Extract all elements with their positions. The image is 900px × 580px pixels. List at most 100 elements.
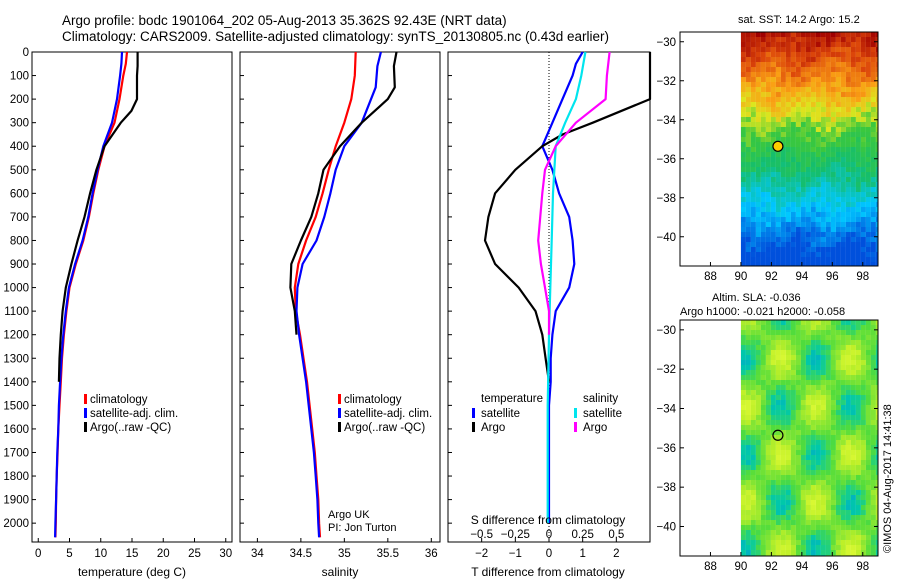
map-cell	[815, 360, 821, 365]
map-cell	[840, 440, 846, 445]
map-cell	[865, 172, 871, 177]
temperature-plot-frame	[31, 51, 233, 543]
map-cell	[805, 92, 811, 97]
map-cell	[785, 400, 791, 405]
map-cell	[780, 77, 786, 82]
map-cell	[855, 360, 861, 365]
map-cell	[785, 320, 791, 325]
map-cell	[760, 47, 766, 52]
map-cell	[815, 475, 821, 480]
lat-tick-label: −30	[656, 325, 676, 337]
map-cell	[775, 430, 781, 435]
map-cell	[780, 480, 786, 485]
map-cell	[835, 455, 841, 460]
map-cell	[820, 440, 826, 445]
map-cell	[765, 82, 771, 87]
map-cell	[870, 385, 876, 390]
map-cell	[870, 227, 876, 232]
map-cell	[810, 485, 816, 490]
map-cell	[820, 355, 826, 360]
map-cell	[745, 340, 751, 345]
map-cell	[775, 385, 781, 390]
map-cell	[875, 62, 878, 67]
map-cell	[870, 475, 876, 480]
x-tick-label: 35	[338, 548, 351, 560]
map-cell	[865, 177, 871, 182]
map-cell	[850, 167, 856, 172]
map-cell	[810, 192, 816, 197]
map-cell	[790, 37, 796, 42]
map-cell	[810, 122, 816, 127]
map-cell	[870, 162, 876, 167]
map-cell	[775, 325, 781, 330]
map-cell	[840, 227, 846, 232]
map-cell	[840, 42, 846, 47]
map-cell	[760, 550, 766, 555]
map-cell	[755, 540, 761, 545]
map-cell	[770, 157, 776, 162]
map-cell	[775, 440, 781, 445]
map-cell	[765, 147, 771, 152]
map-cell	[875, 405, 878, 410]
map-cell	[850, 252, 856, 257]
map-cell	[755, 132, 761, 137]
map-cell	[755, 117, 761, 122]
map-cell	[860, 52, 866, 57]
map-cell	[755, 415, 761, 420]
map-cell	[785, 330, 791, 335]
map-cell	[760, 167, 766, 172]
map-cell	[770, 132, 776, 137]
map-cell	[780, 335, 786, 340]
map-cell	[780, 410, 786, 415]
map-cell	[805, 400, 811, 405]
map-cell	[740, 62, 746, 67]
map-cell	[835, 425, 841, 430]
map-cell	[850, 57, 856, 62]
map-cell	[860, 37, 866, 42]
map-cell	[845, 500, 851, 505]
map-cell	[760, 97, 766, 102]
map-cell	[815, 340, 821, 345]
map-cell	[765, 142, 771, 147]
map-cell	[840, 222, 846, 227]
map-cell	[795, 510, 801, 515]
map-cell	[865, 500, 871, 505]
map-cell	[745, 350, 751, 355]
map-cell	[840, 132, 846, 137]
map-cell	[805, 495, 811, 500]
map-cell	[830, 510, 836, 515]
map-cell	[755, 330, 761, 335]
map-cell	[865, 237, 871, 242]
map-cell	[745, 187, 751, 192]
map-cell	[830, 147, 836, 152]
map-cell	[870, 470, 876, 475]
map-cell	[840, 470, 846, 475]
map-cell	[795, 182, 801, 187]
map-cell	[765, 152, 771, 157]
map-cell	[765, 435, 771, 440]
map-cell	[830, 222, 836, 227]
map-cell	[760, 420, 766, 425]
map-cell	[770, 330, 776, 335]
map-cell	[835, 147, 841, 152]
map-cell	[845, 375, 851, 380]
map-cell	[875, 465, 878, 470]
map-cell	[780, 365, 786, 370]
map-cell	[815, 32, 821, 37]
map-cell	[790, 117, 796, 122]
map-cell	[745, 355, 751, 360]
map-cell	[860, 450, 866, 455]
map-cell	[750, 495, 756, 500]
map-cell	[810, 465, 816, 470]
map-cell	[860, 142, 866, 147]
sst-map-title: sat. SST: 14.2 Argo: 15.2	[738, 14, 860, 26]
map-cell	[815, 465, 821, 470]
map-cell	[825, 535, 831, 540]
map-cell	[870, 187, 876, 192]
map-cell	[755, 77, 761, 82]
map-cell	[745, 490, 751, 495]
map-cell	[785, 495, 791, 500]
map-cell	[850, 545, 856, 550]
map-cell	[795, 375, 801, 380]
map-cell	[865, 545, 871, 550]
